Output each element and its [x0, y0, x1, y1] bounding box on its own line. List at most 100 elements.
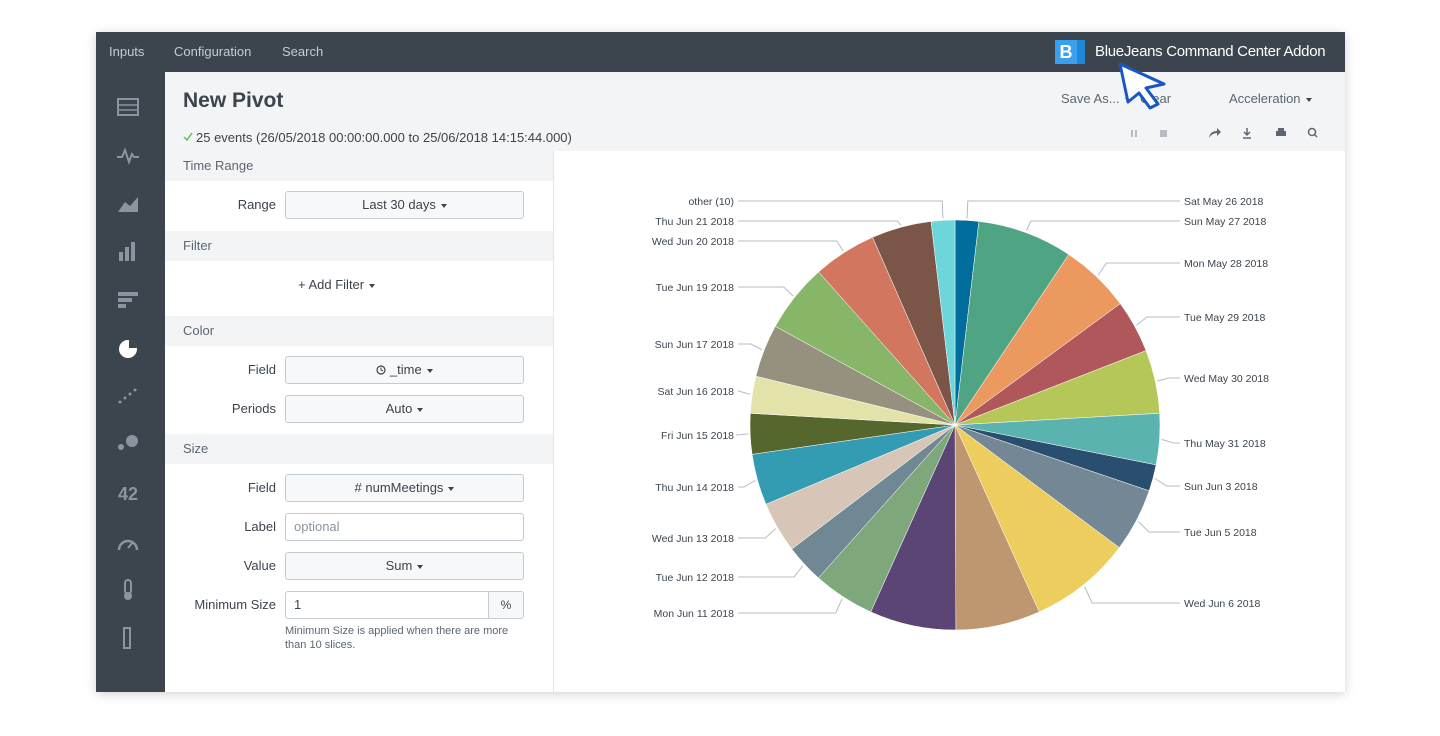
slice-label: Sun May 27 2018	[1184, 216, 1266, 228]
gauge-needle	[127, 541, 134, 549]
leader-line	[738, 390, 751, 395]
bar-icon[interactable]	[119, 252, 123, 261]
scatter-icon[interactable]	[118, 400, 122, 404]
settings-panel: Time Range Range Last 30 days Filter + A…	[165, 151, 554, 692]
dropdown-value: _time	[390, 362, 433, 377]
table-icon[interactable]	[117, 98, 139, 116]
slice-label: Wed Jun 20 2018	[652, 236, 734, 248]
section-heading: Time Range	[165, 151, 553, 181]
thermo-bulb	[124, 592, 132, 600]
bubble-icon[interactable]	[126, 435, 138, 447]
section-heading: Size	[165, 434, 553, 464]
print-icon-top	[1278, 128, 1284, 131]
pie-icon-slice	[129, 340, 137, 348]
leader-line	[736, 433, 749, 436]
field-label: Value	[243, 558, 276, 573]
leader-line	[966, 200, 1180, 219]
slice-label: Wed Jun 6 2018	[1184, 598, 1260, 610]
nav-item[interactable]: Search	[282, 44, 324, 59]
sidebar-icons: 42	[117, 98, 139, 649]
save-as-button[interactable]: Save As...	[1061, 91, 1131, 106]
leader-line	[1154, 478, 1180, 487]
slice-label: Wed Jun 13 2018	[652, 533, 734, 545]
pie-slice	[954, 221, 1070, 426]
min-size-input[interactable]: 1	[285, 591, 489, 619]
leader-line	[1136, 316, 1180, 326]
leader-line	[1137, 520, 1180, 533]
scatter-icon	[123, 396, 127, 400]
thermo-icon[interactable]	[124, 579, 132, 595]
range-dropdown[interactable]: Last 30 days	[285, 191, 524, 219]
pie-chart: Sat May 26 2018 Sun May 27 2018 Mon May 28…	[652, 196, 1269, 631]
hbar-icon	[118, 298, 132, 302]
slice-label: Sat Jun 16 2018	[658, 386, 735, 398]
leader-line	[738, 528, 777, 539]
app-title[interactable]: BlueJeans Command Center Addon	[1095, 43, 1326, 60]
slice-label: Tue Jun 19 2018	[656, 282, 735, 294]
stop-icon[interactable]	[1160, 130, 1167, 137]
bar-icon	[131, 242, 135, 261]
leader-line	[738, 240, 844, 252]
mouse-cursor	[1118, 62, 1166, 110]
search-icon-handle	[1313, 133, 1318, 138]
app-logo: B	[1055, 40, 1085, 64]
pause-icon-bar	[1135, 130, 1137, 137]
toolbar	[1131, 127, 1318, 139]
leader-line	[738, 220, 902, 226]
section-heading: Filter	[165, 231, 553, 261]
value-dropdown[interactable]: Sum	[285, 552, 524, 580]
leader-line	[738, 479, 756, 488]
size-field-dropdown[interactable]: # numMeetings	[285, 474, 524, 502]
slice-label: Tue May 29 2018	[1184, 312, 1265, 324]
single-value-icon[interactable]: 42	[118, 484, 138, 504]
area-icon[interactable]	[118, 197, 138, 212]
field-label: Minimum Size	[194, 597, 276, 612]
gauge-icon[interactable]	[117, 539, 139, 551]
share-icon[interactable]	[1209, 128, 1221, 138]
ruler-icon[interactable]	[123, 627, 131, 649]
print-icon[interactable]	[1276, 131, 1286, 136]
acceleration-button[interactable]: Acceleration	[1229, 91, 1312, 106]
pie-slice	[954, 424, 1120, 613]
field-label: Periods	[231, 401, 276, 416]
slice-label: Sun Jun 3 2018	[1184, 481, 1258, 493]
help-text: Minimum Size is applied when there are m…	[285, 625, 509, 651]
slice-label: other (10)	[688, 196, 734, 208]
slice-label: Fri Jun 15 2018	[661, 430, 734, 442]
bar-icon	[125, 247, 129, 261]
label-input[interactable]: optional	[285, 513, 524, 541]
pie-slice	[930, 219, 956, 426]
leader-line	[738, 565, 804, 578]
nav-item[interactable]: Configuration	[174, 44, 252, 59]
periods-dropdown[interactable]: Auto	[285, 395, 524, 423]
pause-icon[interactable]	[1131, 130, 1133, 137]
clock-icon	[376, 365, 386, 375]
field-label: Field	[247, 480, 276, 495]
slice-label: Thu May 31 2018	[1184, 438, 1266, 450]
hbar-icon[interactable]	[118, 292, 138, 296]
leader-line	[1161, 438, 1180, 444]
leader-line	[1097, 262, 1180, 276]
export-icon[interactable]	[1243, 128, 1251, 139]
top-bar: Inputs Configuration Search B BlueJeans …	[96, 32, 1345, 72]
chart-area: Sat May 26 2018 Sun May 27 2018 Mon May 28…	[554, 151, 1345, 692]
search-icon[interactable]	[1307, 127, 1317, 137]
bubble-icon	[118, 444, 124, 450]
sidebar: 42	[96, 72, 165, 692]
field-label: Range	[237, 197, 276, 212]
nav-item[interactable]: Inputs	[109, 44, 145, 59]
line-icon[interactable]	[117, 147, 139, 165]
scatter-icon	[128, 392, 132, 396]
slice-label: Mon May 28 2018	[1184, 258, 1268, 270]
slice-label: Wed May 30 2018	[1184, 373, 1269, 385]
color-field-dropdown[interactable]: _time	[285, 356, 524, 384]
add-filter-button[interactable]: + Add Filter	[298, 277, 375, 292]
slice-label: Mon Jun 11 2018	[654, 608, 735, 620]
leader-line	[738, 200, 944, 219]
field-label: Label	[244, 519, 276, 534]
hbar-icon	[118, 304, 126, 308]
slice-label: Thu Jun 21 2018	[655, 216, 734, 228]
slice-label: Sun Jun 17 2018	[655, 339, 735, 351]
leader-line	[1157, 377, 1180, 382]
